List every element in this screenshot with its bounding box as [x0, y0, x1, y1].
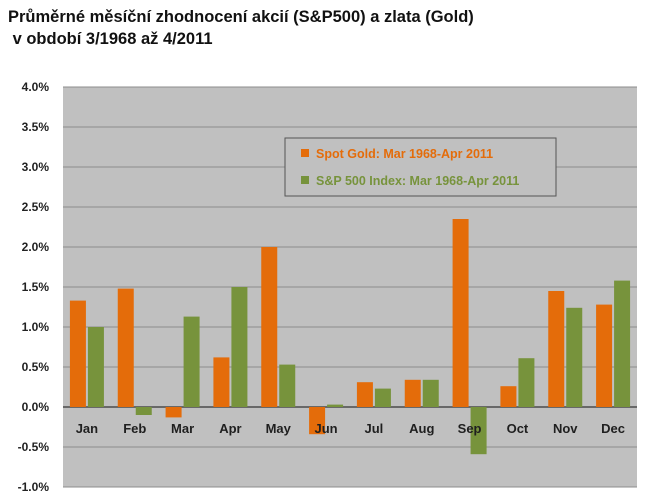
x-category-label: Apr — [219, 421, 241, 436]
bar-sp500 — [518, 358, 535, 407]
y-tick-label: 4.0% — [22, 80, 50, 94]
bar-gold — [500, 386, 517, 407]
bar-gold — [404, 379, 421, 407]
y-tick-label: 0.5% — [22, 360, 50, 374]
bar-gold — [596, 304, 613, 407]
x-category-label: Nov — [553, 421, 578, 436]
bar-sp500 — [374, 388, 391, 407]
x-category-label: Jan — [76, 421, 98, 436]
bar-sp500 — [183, 316, 200, 407]
y-tick-label: 2.5% — [22, 200, 50, 214]
chart-title: Průměrné měsíční zhodnocení akcií (S&P50… — [8, 6, 474, 50]
bars — [69, 219, 631, 455]
y-tick-label: 1.0% — [22, 320, 50, 334]
chart-title-line2: v období 3/1968 až 4/2011 — [8, 30, 213, 48]
x-axis-categories: Jan Feb Mar Apr May Jun Jul Aug Sep Oct Nov Dec — [76, 421, 625, 436]
x-category-label: Oct — [507, 421, 529, 436]
legend-box — [284, 137, 557, 197]
x-category-label: May — [266, 421, 292, 436]
legend-label-sp500: S&P 500 Index: Mar 1968-Apr 2011 — [316, 174, 519, 188]
y-tick-label: 0.0% — [22, 400, 50, 414]
bar-sp500 — [470, 407, 487, 455]
legend-label-gold: Spot Gold: Mar 1968-Apr 2011 — [316, 147, 493, 161]
bar-sp500 — [231, 287, 248, 407]
bar-sp500 — [327, 404, 344, 407]
y-tick-label: 1.5% — [22, 280, 50, 294]
bar-sp500 — [614, 280, 631, 407]
bar-gold — [261, 247, 278, 407]
legend-swatch-gold — [301, 149, 309, 157]
y-tick-label: 3.5% — [22, 120, 50, 134]
y-axis-ticks: 4.0% 3.5% 3.0% 2.5% 2.0% 1.5% 1.0% 0.5% 0.0% -0.5… — [18, 80, 50, 494]
y-tick-label: 3.0% — [22, 160, 50, 174]
x-category-label: Jun — [315, 421, 338, 436]
bar-gold — [213, 357, 230, 407]
y-tick-label: -1.0% — [18, 480, 50, 494]
x-category-label: Mar — [171, 421, 194, 436]
bar-sp500 — [422, 379, 439, 407]
bar-gold — [165, 407, 182, 418]
bar-gold — [309, 407, 326, 435]
bar-gold — [117, 288, 134, 407]
chart-title-line1: Průměrné měsíční zhodnocení akcií (S&P50… — [8, 8, 474, 26]
bar-gold — [69, 300, 86, 407]
bar-gold — [356, 382, 373, 407]
bar-gold — [452, 219, 469, 407]
x-category-label: Aug — [409, 421, 434, 436]
x-category-label: Dec — [601, 421, 625, 436]
y-tick-label: 2.0% — [22, 240, 50, 254]
legend-swatch-sp500 — [301, 176, 309, 184]
y-tick-label: -0.5% — [18, 440, 50, 454]
x-category-label: Feb — [123, 421, 146, 436]
bar-sp500 — [566, 307, 583, 407]
legend: Spot Gold: Mar 1968-Apr 2011 S&P 500 Ind… — [284, 137, 557, 197]
bar-sp500 — [135, 407, 152, 415]
x-category-label: Jul — [365, 421, 384, 436]
bar-sp500 — [87, 327, 104, 407]
bar-sp500 — [279, 364, 296, 407]
bar-gold — [548, 291, 565, 407]
x-category-label: Sep — [458, 421, 482, 436]
